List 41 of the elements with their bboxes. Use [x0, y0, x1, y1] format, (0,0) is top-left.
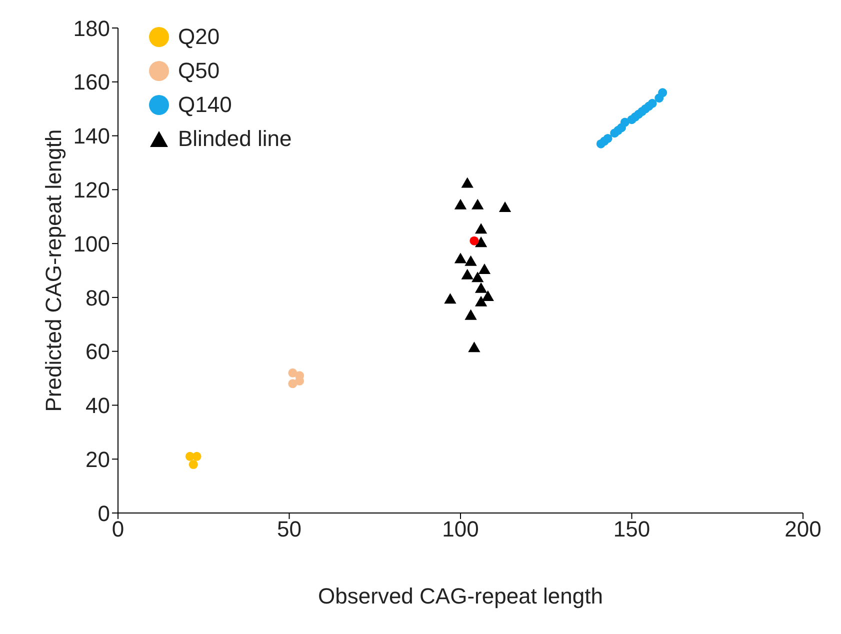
- y-tick-label: 80: [86, 285, 110, 310]
- point: [658, 88, 668, 98]
- point: [472, 272, 484, 282]
- point: [648, 98, 657, 108]
- x-tick-label: 150: [613, 516, 650, 542]
- y-tick-label: 180: [73, 16, 110, 41]
- legend-label: Blinded line: [178, 126, 292, 152]
- point: [464, 255, 477, 266]
- y-tick-label: 20: [86, 446, 110, 472]
- point: [468, 342, 480, 352]
- point: [470, 236, 479, 246]
- y-tick-label: 40: [86, 393, 110, 418]
- x-axis-title: Observed CAG-repeat length: [318, 584, 603, 609]
- y-tick-label: 0: [98, 500, 110, 526]
- y-axis-title: Predicted CAG-repeat length: [40, 129, 66, 412]
- point: [482, 290, 494, 301]
- point: [461, 268, 474, 280]
- point: [474, 282, 488, 293]
- legend-label: Q140: [178, 92, 232, 118]
- point: [472, 198, 484, 210]
- y-tick-label: 160: [73, 70, 110, 95]
- point: [464, 309, 477, 320]
- point: [478, 263, 491, 274]
- point: [474, 236, 488, 248]
- point: [474, 223, 488, 234]
- point: [444, 293, 456, 304]
- point: [454, 198, 467, 210]
- legend-label: Q50: [178, 58, 220, 84]
- y-tick-label: 120: [73, 177, 110, 202]
- x-tick-label: 200: [784, 516, 822, 542]
- y-tick-label: 60: [86, 339, 110, 364]
- point: [498, 202, 512, 212]
- x-tick-label: 50: [277, 516, 302, 542]
- point: [603, 134, 612, 143]
- y-tick-label: 140: [73, 124, 110, 149]
- legend-label: Q20: [178, 24, 220, 50]
- point: [454, 252, 467, 264]
- x-tick-label: 100: [442, 516, 479, 542]
- point: [461, 177, 474, 188]
- point: [474, 296, 488, 306]
- y-tick-label: 100: [73, 231, 110, 256]
